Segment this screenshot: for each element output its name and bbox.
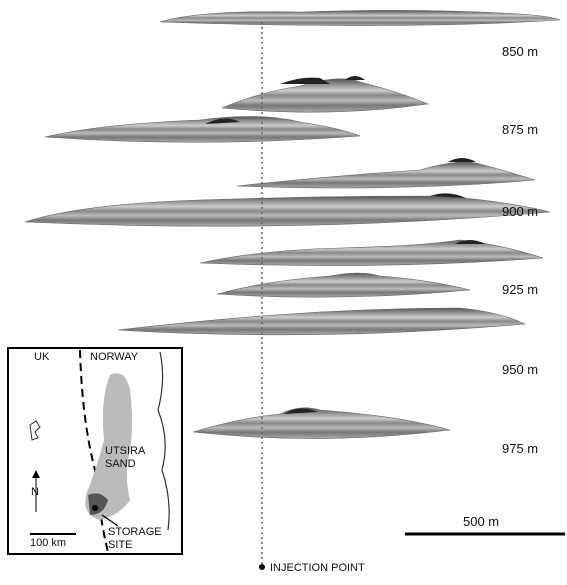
depth-label: 875 m: [502, 122, 538, 137]
label-norway: NORWAY: [90, 351, 139, 363]
inset-map: UK NORWAY UTSIRA SAND STORAGE SITE N 100…: [8, 348, 182, 554]
label-uk: UK: [34, 351, 50, 363]
depth-label: 950 m: [502, 362, 538, 377]
figure: INJECTION POINT 850 m 875 m 900 m 925 m …: [0, 0, 567, 580]
label-north: N: [31, 486, 39, 498]
depth-label: 925 m: [502, 282, 538, 297]
label-utsira: UTSIRA: [105, 445, 146, 457]
injection-dot: [259, 564, 265, 570]
injection-label: INJECTION POINT: [270, 562, 365, 574]
label-storage: STORAGE: [108, 526, 162, 538]
scale-label: 500 m: [463, 514, 499, 529]
depth-label: 900 m: [502, 204, 538, 219]
label-storage: SITE: [108, 539, 132, 551]
inset-frame: [8, 348, 182, 554]
depth-label: 975 m: [502, 441, 538, 456]
inset-scale-label: 100 km: [30, 537, 66, 549]
label-utsira: SAND: [105, 458, 136, 470]
storage-dot: [92, 505, 98, 511]
depth-label: 850 m: [502, 44, 538, 59]
